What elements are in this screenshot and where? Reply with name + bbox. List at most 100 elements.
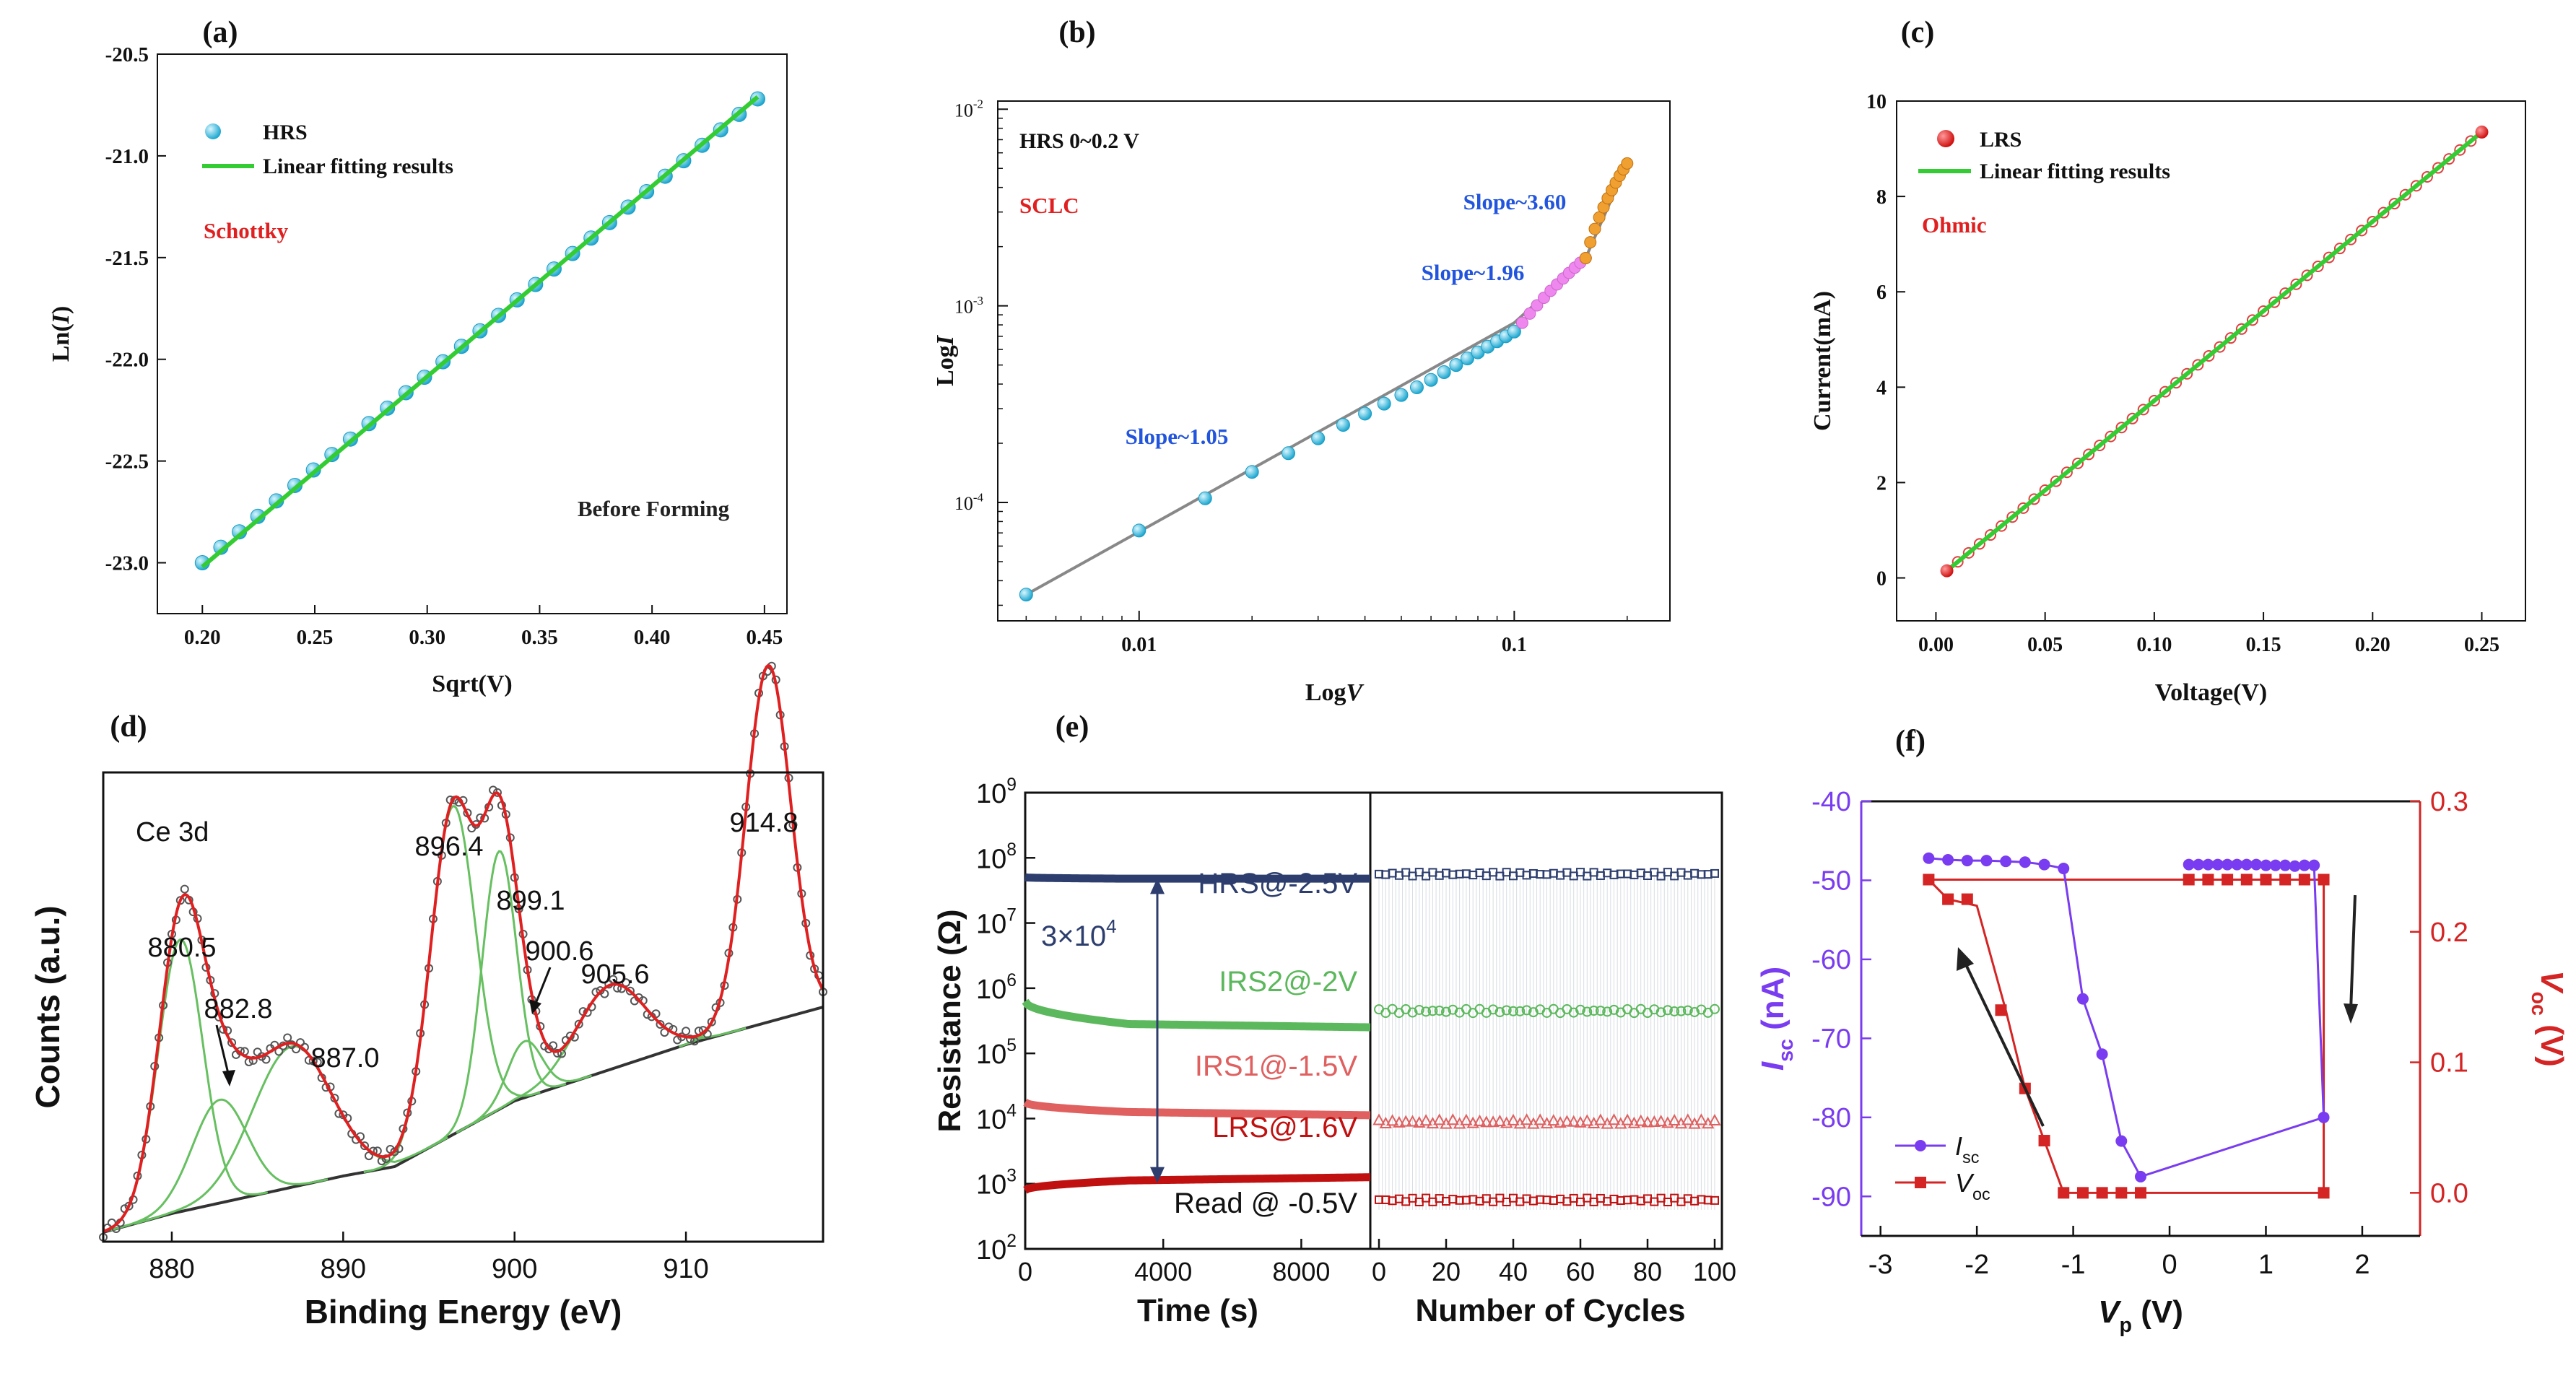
legend-label-isc-part-0: I xyxy=(1955,1131,1962,1161)
cycle-point-irs1 xyxy=(1554,1116,1567,1128)
y-right-tick-label: 0.2 xyxy=(2430,918,2468,948)
y-axis-label: LogI xyxy=(932,334,959,386)
slope196-point xyxy=(1523,307,1536,320)
peak-label-896-4: 896.4 xyxy=(414,832,483,862)
x-tick-label: 20 xyxy=(1432,1257,1461,1286)
legend-label-fit: Linear fitting results xyxy=(263,154,453,178)
lrs-point xyxy=(2115,422,2128,434)
lrs-point xyxy=(2159,385,2171,398)
y-tick-label: 10-3 xyxy=(954,294,983,318)
y-right-axis-label: Voc (V) xyxy=(2527,970,2570,1067)
panel-f: (f) -3 -2 -1 0 1 2 -90 -80 -70 -60 -50 -40 0.0 0.1 0.2 0… xyxy=(1755,725,2570,1337)
lrs-point xyxy=(2006,511,2019,523)
cycle-point-irs2 xyxy=(1655,1007,1666,1018)
lrs-point xyxy=(2301,269,2313,282)
raw-data-point xyxy=(549,1041,558,1050)
x-axis-label: Vp (V) xyxy=(2098,1294,2183,1337)
y-tick-label-part-0: 10 xyxy=(976,910,1006,940)
y-tick-label: 10-4 xyxy=(954,490,984,514)
lrs-point xyxy=(2224,332,2237,344)
panel-label: (a) xyxy=(203,16,238,49)
cycle-point-irs1 xyxy=(1607,1113,1621,1125)
slope105-point xyxy=(1449,358,1463,373)
voc-point xyxy=(2279,874,2292,886)
lrs-point xyxy=(2050,475,2062,487)
cycle-point-irs2 xyxy=(1414,1004,1424,1015)
panel-a: (a) 0.20 0.25 0.30 0.35 0.40 0.45 -23.0 -22.5 -22… xyxy=(48,16,788,697)
cycle-point-irs2 xyxy=(1434,1005,1445,1016)
y-tick-label: 107 xyxy=(976,905,1017,939)
raw-data-point xyxy=(707,1017,716,1027)
lrs-point xyxy=(2028,493,2040,505)
x-tick-label: 0 xyxy=(1372,1257,1386,1286)
y-axis-label: Ln(I) xyxy=(48,306,74,362)
fit-line xyxy=(1025,162,1629,596)
slope196-point xyxy=(1531,299,1544,312)
panel-c: (c) 0.00 0.05 0.10 0.15 0.20 0.25 0 2 4 6 8 10 Voltag… xyxy=(1809,16,2526,706)
component-peak xyxy=(679,664,824,1048)
y-tick-label-part-1: -4 xyxy=(973,490,984,504)
y-left-tick-label: -80 xyxy=(1811,1103,1851,1133)
y-left-axis-label: Isc (nA) xyxy=(1755,967,1798,1071)
legend-marker-lrs xyxy=(1937,130,1954,147)
y-tick-label: 0 xyxy=(1876,568,1887,591)
lrs-point xyxy=(2323,251,2335,263)
y-right-axis-label-part-0: V xyxy=(2534,970,2570,994)
slope105-point xyxy=(1394,388,1409,402)
arrow-head-882-8 xyxy=(222,1070,235,1086)
peak-label-880-5: 880.5 xyxy=(147,933,216,963)
cycle-point-irs1 xyxy=(1560,1115,1574,1127)
lrs-point xyxy=(1962,546,1975,559)
lrs-point xyxy=(2421,170,2433,183)
isc-point xyxy=(2298,859,2310,871)
cycle-point-irs1 xyxy=(1419,1114,1432,1126)
slope105-point xyxy=(1311,431,1326,445)
cycle-point-irs1 xyxy=(1533,1113,1546,1125)
component-peak xyxy=(110,1098,328,1232)
slope105-point xyxy=(1019,588,1033,602)
x-tick-label: -1 xyxy=(2061,1250,2086,1280)
lrs-point xyxy=(2214,341,2226,353)
slope105-point xyxy=(1507,324,1521,339)
isc-point xyxy=(1961,855,1973,867)
x-axis-label: Voltage(V) xyxy=(2155,679,2268,706)
y-axis-label-part-0: Ln( xyxy=(48,323,74,362)
cycle-point-irs1 xyxy=(1641,1115,1654,1128)
cycle-point-hrs xyxy=(1710,868,1719,878)
label-hrs: HRS@-2.5V xyxy=(1198,868,1357,899)
cycle-point-irs1 xyxy=(1480,1115,1493,1128)
cycle-point-irs1 xyxy=(1406,1115,1419,1127)
voc-line xyxy=(1928,878,2325,1194)
y-tick-label: 10 xyxy=(1866,91,1887,113)
cycle-point-irs1 xyxy=(1547,1114,1560,1126)
cycle-point-irs2 xyxy=(1595,1006,1606,1016)
raw-data-point xyxy=(364,1151,373,1161)
lrs-point xyxy=(2148,395,2160,407)
y-tick-label-part-1: 6 xyxy=(1006,971,1017,990)
arrow-right xyxy=(2349,894,2357,1011)
lrs-point xyxy=(2410,180,2422,192)
slope105-point xyxy=(1460,352,1474,366)
cycle-point-irs2 xyxy=(1676,1006,1687,1016)
lrs-point xyxy=(2094,440,2106,452)
raw-data-point xyxy=(360,1141,370,1151)
cycle-point-irs1 xyxy=(1507,1113,1520,1125)
voc-point xyxy=(1995,1004,2007,1016)
y-left-axis-label-part-2: (nA) xyxy=(1755,967,1790,1039)
legend-label-voc-part-0: V xyxy=(1955,1168,1975,1198)
slope360-point xyxy=(1621,157,1634,170)
y-axis-label: Counts (a.u.) xyxy=(29,905,66,1108)
panel-label: (d) xyxy=(110,710,147,744)
lrs-point xyxy=(2290,278,2302,290)
annotation-before-forming: Before Forming xyxy=(578,496,730,521)
isc-point xyxy=(2250,858,2263,871)
raw-data-point xyxy=(261,1055,271,1064)
isc-point xyxy=(2000,855,2012,868)
annotation-ohmic: Ohmic xyxy=(1922,212,1987,238)
slope105-point xyxy=(1424,373,1438,387)
label-ratio-part-1: 4 xyxy=(1106,915,1116,937)
raw-data-point xyxy=(600,989,609,998)
x-tick-label: 0.01 xyxy=(1121,634,1157,656)
y-left-axis-label-part-1: sc xyxy=(1775,1039,1798,1062)
